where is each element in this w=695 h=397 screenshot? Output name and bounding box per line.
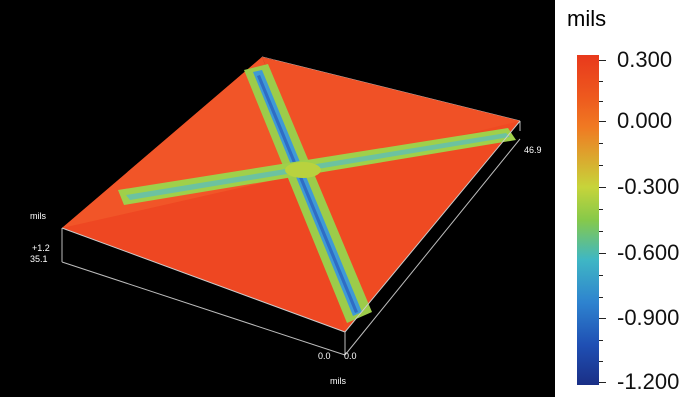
colorbar-tick bbox=[599, 253, 606, 254]
colorbar bbox=[577, 55, 599, 385]
colorbar-minor-tick bbox=[599, 297, 603, 298]
colorbar-minor-tick bbox=[599, 81, 603, 82]
colorbar-label: -0.600 bbox=[617, 240, 680, 265]
colorbar-minor-tick bbox=[599, 165, 603, 166]
colorbar-label: -0.900 bbox=[617, 305, 680, 330]
groove-diagonal-1-core bbox=[257, 75, 358, 313]
colorbar-label: -1.200 bbox=[617, 369, 680, 394]
legend-title: mils bbox=[567, 6, 607, 31]
surface-plot-panel: mils +1.2 35.1 46.9 0.0 0.0 mils bbox=[0, 0, 555, 397]
colorbar-tick bbox=[599, 187, 606, 188]
wireframe-front bbox=[61, 120, 521, 333]
colorbar-label: -0.300 bbox=[617, 174, 680, 199]
colorbar-minor-tick bbox=[599, 101, 603, 102]
colorbar-minor-tick bbox=[599, 231, 603, 232]
colorbar-tick bbox=[599, 318, 606, 319]
colorbar-minor-tick bbox=[599, 340, 603, 341]
surface-facet-bottom bbox=[62, 172, 345, 332]
surface-facet-left bbox=[62, 57, 310, 228]
tick-left-bottom: 35.1 bbox=[30, 254, 48, 264]
tick-bottom-a: 0.0 bbox=[318, 351, 331, 361]
axis-label-bottom: mils bbox=[330, 376, 346, 386]
colorbar-label: 0.300 bbox=[617, 47, 673, 72]
surface-plot: mils +1.2 35.1 46.9 0.0 0.0 mils bbox=[30, 56, 542, 386]
colorbar-minor-tick bbox=[599, 209, 603, 210]
surface-facet-top bbox=[262, 57, 520, 172]
colorbar-minor-tick bbox=[599, 275, 603, 276]
tick-right: 46.9 bbox=[524, 145, 542, 155]
tick-bottom-b: 0.0 bbox=[344, 351, 357, 361]
colorbar-tick bbox=[599, 382, 606, 383]
color-legend: mils 0.300 0.000 -0.300 -0.600 -0.900 -1… bbox=[555, 0, 695, 397]
colorbar-tick bbox=[599, 121, 606, 122]
colorbar-label: 0.000 bbox=[617, 108, 673, 133]
colorbar-tick bbox=[599, 60, 606, 61]
tick-left-top: +1.2 bbox=[32, 243, 50, 253]
colorbar-minor-tick bbox=[599, 361, 603, 362]
groove-intersection bbox=[285, 162, 321, 178]
axis-label-left: mils bbox=[30, 211, 46, 221]
colorbar-minor-tick bbox=[599, 143, 603, 144]
